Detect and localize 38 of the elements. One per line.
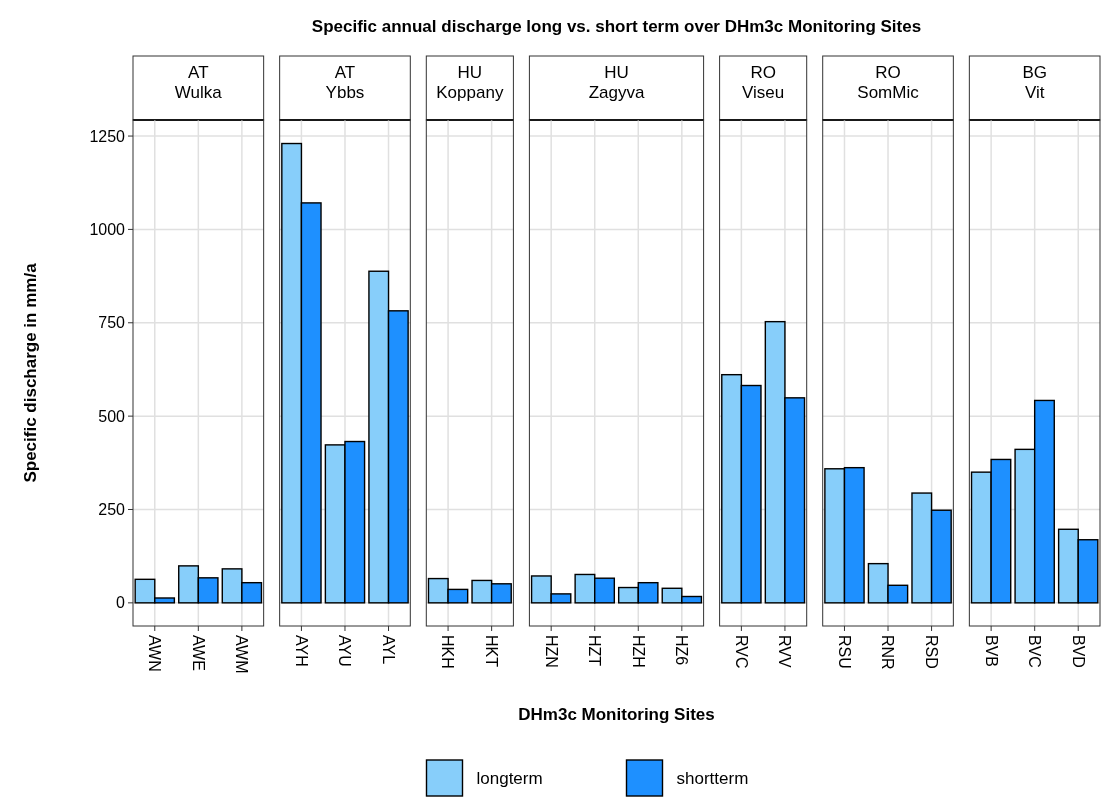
x-tick-label: AWN xyxy=(146,635,164,672)
x-tick-label: AWM xyxy=(233,635,251,674)
x-tick-label: HZ6 xyxy=(673,635,691,666)
x-tick-label: RSU xyxy=(835,635,853,669)
chart-subtitle: RO SomMic xyxy=(857,63,920,102)
x-tick-label: HKH xyxy=(439,635,457,669)
chart-subtitle: HU Zagyva xyxy=(588,63,645,102)
x-tick-label: BVD xyxy=(1069,635,1087,668)
legend-label: shortterm xyxy=(676,768,749,788)
x-tick-label: HZH xyxy=(629,635,647,668)
x-tick-label: BVC xyxy=(1026,635,1044,668)
x-tick-label: AYU xyxy=(336,635,354,667)
x-tick-label: RNR xyxy=(879,635,897,670)
x-tick-label: HZT xyxy=(586,635,604,667)
x-tick-label: AWE xyxy=(189,635,207,671)
chart-subtitle: HU Koppany xyxy=(436,63,504,102)
y-tick-label: 1250 xyxy=(89,127,126,145)
y-tick-label: 0 xyxy=(116,594,126,612)
legend-label: longterm xyxy=(476,768,543,788)
chart-subtitle: AT Wulka xyxy=(174,63,223,102)
x-tick-label: HKT xyxy=(483,635,501,668)
x-tick-label: RVV xyxy=(776,635,794,668)
x-tick-label: RSD xyxy=(922,635,940,669)
chart-subtitle: RO Viseu xyxy=(742,63,785,102)
y-tick-label: 750 xyxy=(98,314,126,332)
x-tick-label: HZN xyxy=(542,635,560,668)
y-axis-title: Specific discharge in mm/a xyxy=(21,262,40,483)
x-tick-label: AYL xyxy=(379,635,397,665)
chart-subtitle: AT Ybbs xyxy=(325,63,365,102)
x-tick-label: BVB xyxy=(982,635,1000,668)
x-tick-label: RVC xyxy=(732,635,750,669)
chart-subtitle: BG Vit xyxy=(1022,63,1047,102)
chart-title: Specific annual discharge long vs. short term over DHm3c Monitoring Sites xyxy=(311,17,922,36)
x-tick-label: AYH xyxy=(292,635,310,667)
y-tick-label: 500 xyxy=(98,407,126,425)
y-tick-label: 1000 xyxy=(89,221,126,239)
y-tick-label: 250 xyxy=(98,501,126,519)
x-axis-title: DHm3c Monitoring Sites xyxy=(518,705,715,724)
